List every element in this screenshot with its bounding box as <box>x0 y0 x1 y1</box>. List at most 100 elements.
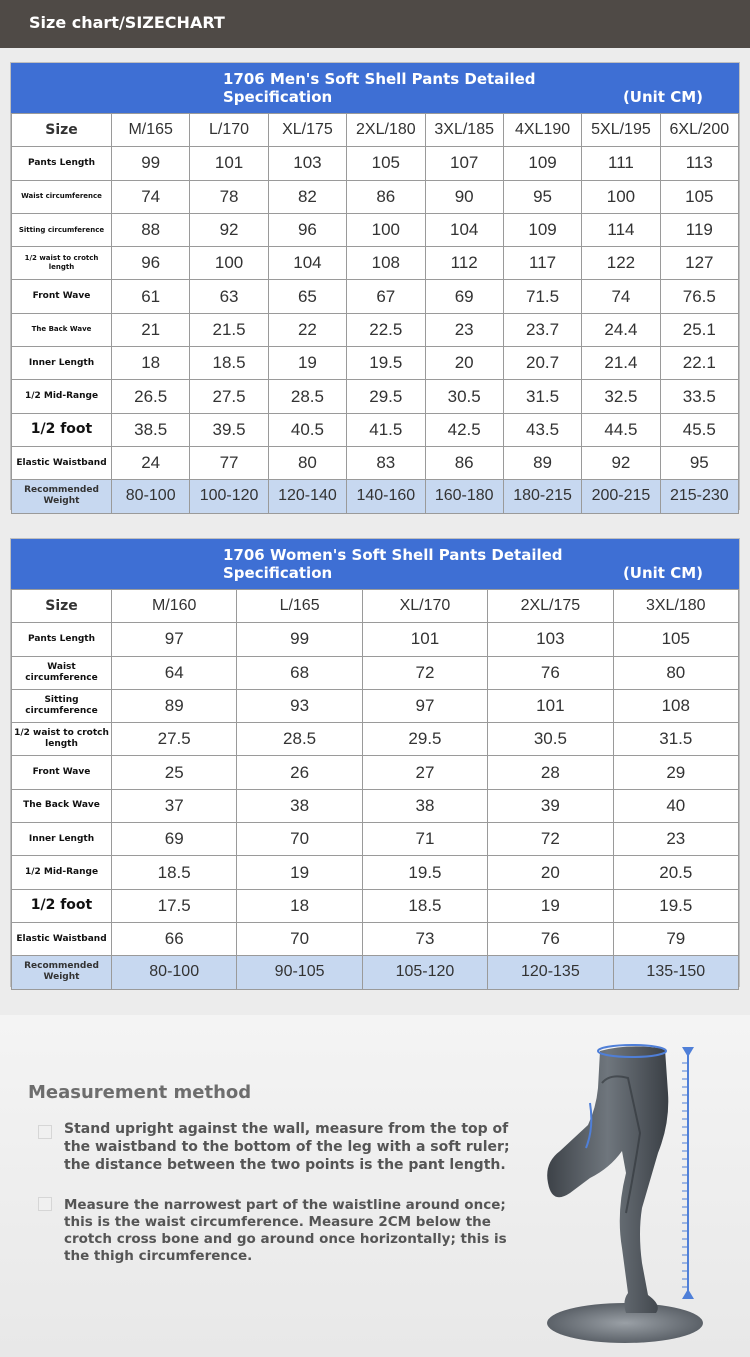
table-cell: 30.5 <box>424 379 504 414</box>
table-cell: 76 <box>487 921 614 957</box>
table-cell: 61 <box>110 279 191 314</box>
table-cell: 25 <box>110 755 238 790</box>
weight-cell: 180-215 <box>502 479 583 514</box>
row-label: Sitting circumference <box>11 212 112 248</box>
table-cell: 86 <box>424 445 504 481</box>
table-cell: 97 <box>110 622 238 657</box>
row-label: 1/2 Mid-Range <box>11 379 112 414</box>
women-title-line2: Specification <box>223 564 333 582</box>
table-cell: 93 <box>236 688 363 724</box>
table-cell: 23 <box>424 312 504 348</box>
table-cell: 24.4 <box>581 312 661 348</box>
table-cell: 38 <box>361 788 489 824</box>
table-cell: 44.5 <box>581 412 661 447</box>
table-cell: 104 <box>267 246 348 281</box>
table-cell: 19 <box>267 346 348 381</box>
thigh-measure-line <box>585 1102 593 1149</box>
table-cell: 38 <box>236 788 363 824</box>
table-cell: 109 <box>502 212 583 248</box>
weight-label: Recommended Weight <box>11 479 112 514</box>
size-column-header: L/165 <box>236 588 363 624</box>
table-row: 1/2 Mid-Range 26.5 27.5 28.5 29.5 30.5 31.5 32.… <box>11 379 740 414</box>
mannequin-base <box>547 1303 703 1343</box>
table-cell: 71.5 <box>502 279 583 314</box>
table-row: 1/2 waist to crotch length 27.5 28.5 29.5 30… <box>11 722 740 757</box>
row-label: 1/2 waist to crotch length <box>11 722 112 757</box>
table-cell: 92 <box>581 445 661 481</box>
table-cell: 29.5 <box>346 379 426 414</box>
table-cell: 122 <box>581 246 661 281</box>
table-cell: 117 <box>502 246 583 281</box>
weight-cell: 215-230 <box>659 479 740 514</box>
size-column-header: M/160 <box>110 588 238 624</box>
table-cell: 19 <box>487 888 614 923</box>
table-cell: 79 <box>612 921 740 957</box>
table-cell: 112 <box>424 246 504 281</box>
table-cell: 68 <box>236 655 363 690</box>
table-cell: 101 <box>487 688 614 724</box>
size-header-row: Size M/160 L/165 XL/170 2XL/175 3XL/180 <box>11 588 740 624</box>
table-cell: 80 <box>612 655 740 690</box>
table-cell: 67 <box>346 279 426 314</box>
men-title-line1: 1706 Men's Soft Shell Pants Detailed <box>223 70 536 88</box>
size-column-header: 5XL/195 <box>581 112 661 148</box>
weight-cell: 200-215 <box>581 479 661 514</box>
table-cell: 101 <box>189 146 269 181</box>
table-row: Inner Length 69 70 71 72 23 <box>11 822 740 857</box>
table-row: The Back Wave 21 21.5 22 22.5 23 23.7 24.4 25.1 <box>11 312 740 348</box>
table-cell: 22.5 <box>346 312 426 348</box>
table-cell: 69 <box>110 822 238 857</box>
table-cell: 83 <box>346 445 426 481</box>
table-cell: 19.5 <box>612 888 740 923</box>
recommended-weight-row: Recommended Weight 80-100 90-105 105-120 120… <box>11 955 740 990</box>
table-row: Waist circumference 64 68 72 76 80 <box>11 655 740 690</box>
table-cell: 92 <box>189 212 269 248</box>
table-cell: 76.5 <box>659 279 740 314</box>
table-cell: 73 <box>361 921 489 957</box>
table-cell: 26.5 <box>110 379 191 414</box>
table-cell: 38.5 <box>110 412 191 447</box>
table-cell: 114 <box>581 212 661 248</box>
women-size-table-panel: 1706 Women's Soft Shell Pants Detailed S… <box>10 538 740 990</box>
table-cell: 27.5 <box>110 722 238 757</box>
table-cell: 21 <box>110 312 191 348</box>
table-cell: 103 <box>267 146 348 181</box>
table-cell: 17.5 <box>110 888 238 923</box>
table-cell: 97 <box>361 688 489 724</box>
table-cell: 89 <box>110 688 238 724</box>
weight-cell: 120-135 <box>487 955 614 990</box>
table-cell: 127 <box>659 246 740 281</box>
table-cell: 88 <box>110 212 191 248</box>
table-row: Elastic Waistband 24 77 80 83 86 89 92 95 <box>11 445 740 481</box>
table-row: Elastic Waistband 66 70 73 76 79 <box>11 921 740 957</box>
table-row: Sitting circumference 88 92 96 100 104 109 114 1… <box>11 212 740 248</box>
size-column-header: 2XL/180 <box>346 112 426 148</box>
table-cell: 40 <box>612 788 740 824</box>
recommended-weight-row: Recommended Weight 80-100 100-120 120-140 14… <box>11 479 740 514</box>
table-cell: 113 <box>659 146 740 181</box>
table-cell: 27.5 <box>189 379 269 414</box>
size-column-header: L/170 <box>189 112 269 148</box>
table-cell: 100 <box>581 179 661 214</box>
table-row: 1/2 foot 38.5 39.5 40.5 41.5 42.5 43.5 44.5 45.5 <box>11 412 740 447</box>
table-cell: 96 <box>267 212 348 248</box>
women-table-title: 1706 Women's Soft Shell Pants Detailed S… <box>223 546 563 582</box>
table-row: Pants Length 99 101 103 105 107 109 111 113 <box>11 146 740 181</box>
row-label: Sitting circumference <box>11 688 112 724</box>
table-cell: 100 <box>189 246 269 281</box>
size-column-header: 4XL190 <box>502 112 583 148</box>
table-row: 1/2 waist to crotch length 96 100 104 108 112… <box>11 246 740 281</box>
table-cell: 74 <box>110 179 191 214</box>
table-cell: 103 <box>487 622 614 657</box>
table-cell: 30.5 <box>487 722 614 757</box>
table-cell: 20.7 <box>502 346 583 381</box>
table-cell: 18.5 <box>110 855 238 890</box>
measurement-step-1: Stand upright against the wall, measure … <box>64 1121 510 1173</box>
table-cell: 89 <box>502 445 583 481</box>
measurement-method-section: Measurement method Stand upright against… <box>0 1015 750 1357</box>
mannequin-legs <box>547 1046 669 1313</box>
table-row: The Back Wave 37 38 38 39 40 <box>11 788 740 824</box>
table-cell: 104 <box>424 212 504 248</box>
table-cell: 40.5 <box>267 412 348 447</box>
row-label: Elastic Waistband <box>11 921 112 957</box>
